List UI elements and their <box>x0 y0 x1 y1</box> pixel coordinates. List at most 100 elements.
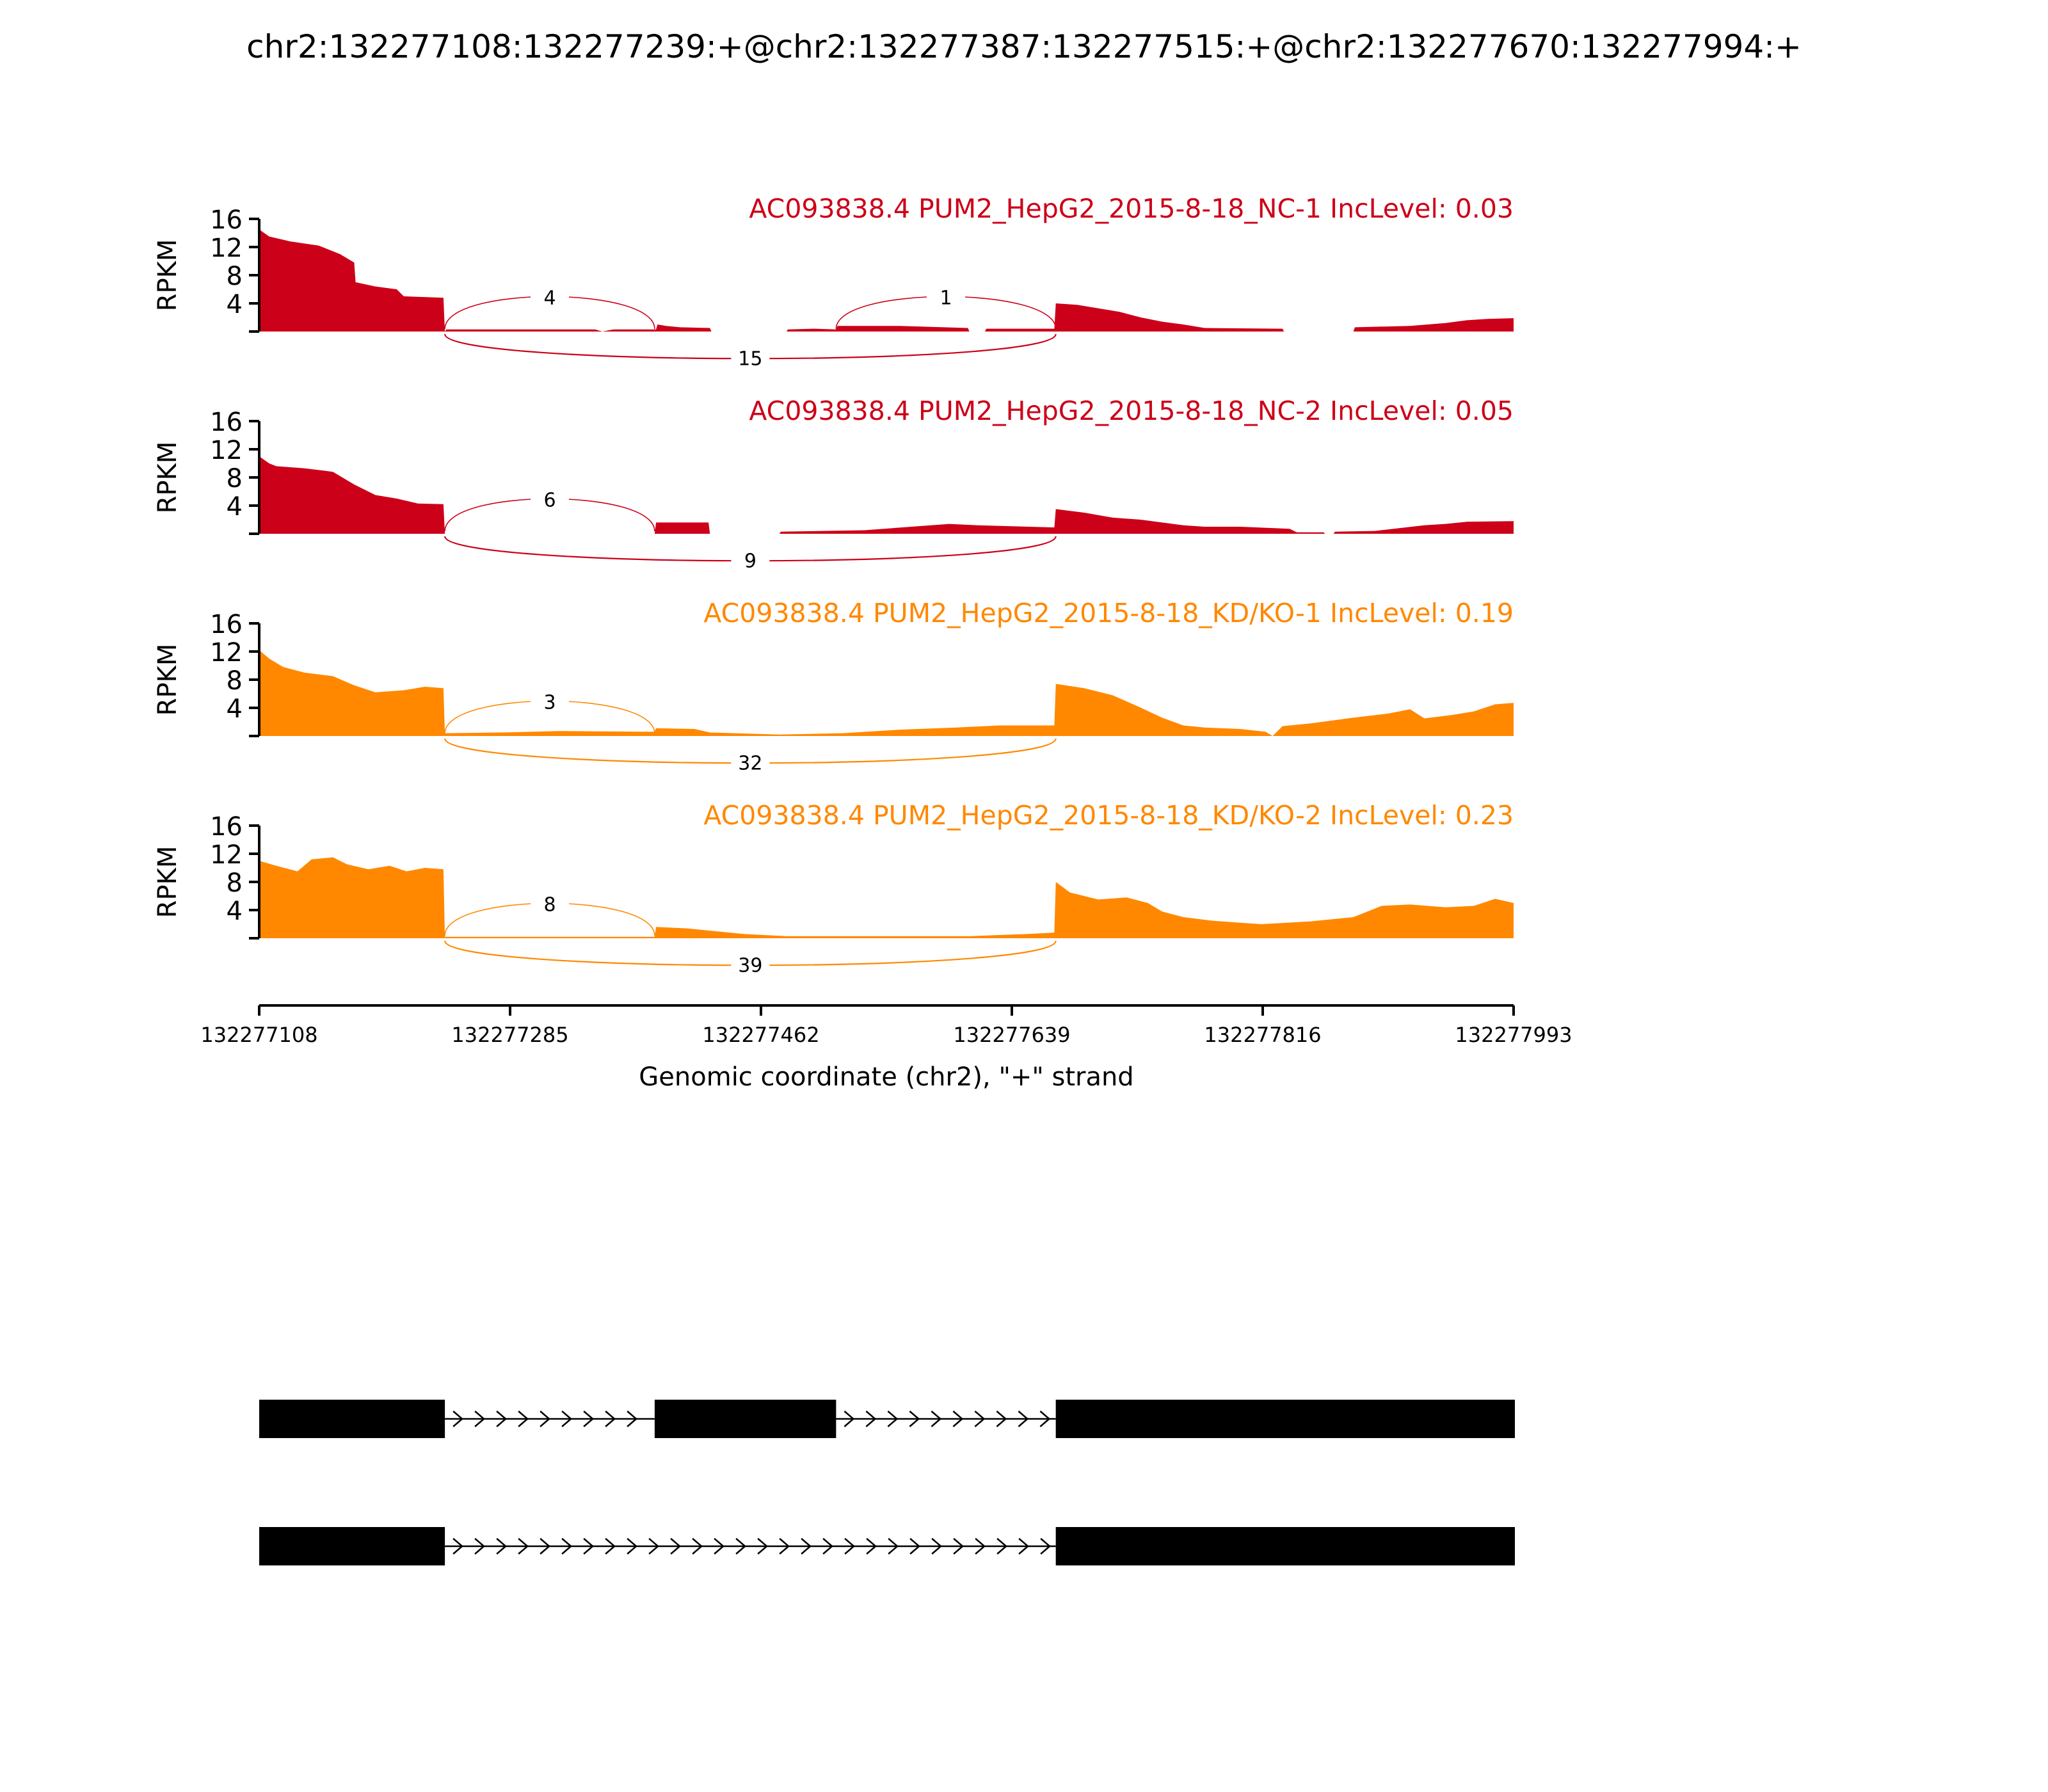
isoform-1 <box>259 1400 1515 1438</box>
coverage-area <box>259 857 1514 938</box>
y-tick-label: 4 <box>227 897 243 926</box>
track-label: AC093838.4 PUM2_HepG2_2015-8-18_KD/KO-1 … <box>703 598 1514 628</box>
strand-arrow-icon <box>474 1411 486 1427</box>
coverage-area <box>259 456 1514 534</box>
strand-arrow-icon <box>474 1538 486 1555</box>
strand-arrow-icon <box>627 1538 638 1555</box>
y-tick-label: 8 <box>227 262 243 291</box>
strand-arrow-icon <box>605 1538 616 1555</box>
strand-arrow-icon <box>801 1538 812 1555</box>
strand-arrow-icon <box>561 1411 573 1427</box>
coverage-area <box>259 650 1514 736</box>
junction-count: 39 <box>738 954 762 977</box>
strand-arrow-icon <box>735 1538 747 1555</box>
strand-arrow-icon <box>540 1411 551 1427</box>
strand-arrow-icon <box>605 1411 616 1427</box>
strand-arrow-icon <box>518 1411 529 1427</box>
y-tick-label: 12 <box>210 840 243 870</box>
y-axis-label: RPKM <box>153 644 182 716</box>
y-tick-label: 4 <box>227 492 243 522</box>
junction-count: 9 <box>744 550 756 572</box>
strand-arrow-icon <box>866 1538 877 1555</box>
junction-count: 32 <box>738 752 762 774</box>
y-tick-label: 12 <box>210 234 243 263</box>
y-tick-label: 12 <box>210 436 243 465</box>
strand-arrow-icon <box>496 1538 508 1555</box>
strand-arrow-icon <box>518 1538 529 1555</box>
y-axis-label: RPKM <box>153 846 182 918</box>
strand-arrow-icon <box>996 1411 1007 1427</box>
strand-arrow-icon <box>540 1538 551 1555</box>
track-label: AC093838.4 PUM2_HepG2_2015-8-18_NC-1 Inc… <box>749 193 1514 224</box>
y-tick-label: 16 <box>210 205 243 235</box>
strand-arrow-icon <box>865 1411 877 1427</box>
junction-count: 6 <box>543 489 556 511</box>
chart-title: chr2:132277108:132277239:+@chr2:13227738… <box>246 28 1802 65</box>
y-tick-label: 12 <box>210 638 243 668</box>
strand-arrow-icon <box>779 1538 790 1555</box>
exon-block <box>259 1400 445 1438</box>
y-tick-label: 8 <box>227 666 243 696</box>
strand-arrow-icon <box>692 1538 703 1555</box>
strand-arrow-icon <box>909 1538 921 1555</box>
strand-arrow-icon <box>996 1538 1008 1555</box>
strand-arrow-icon <box>670 1538 682 1555</box>
junction-count-bg <box>731 952 770 977</box>
x-tick-label: 132277462 <box>702 1023 819 1047</box>
junction-count-bg <box>731 547 770 572</box>
y-tick-label: 16 <box>210 408 243 437</box>
strand-arrow-icon <box>1039 1411 1051 1427</box>
x-tick-label: 132277108 <box>200 1023 317 1047</box>
junction-count: 3 <box>543 691 556 714</box>
strand-arrow-icon <box>1018 1411 1029 1427</box>
exon-block <box>1055 1527 1515 1565</box>
x-tick-label: 132277993 <box>1455 1023 1572 1047</box>
y-tick-label: 4 <box>227 694 243 724</box>
strand-arrow-icon <box>974 1411 986 1427</box>
track-label: AC093838.4 PUM2_HepG2_2015-8-18_NC-2 Inc… <box>749 396 1514 426</box>
junction-count: 15 <box>738 348 762 370</box>
strand-arrow-icon <box>561 1538 573 1555</box>
strand-arrow-icon <box>452 1538 464 1555</box>
junction-count-bg <box>531 284 570 309</box>
exon-block <box>259 1527 445 1565</box>
exon-block <box>654 1400 836 1438</box>
strand-arrow-icon <box>953 1538 964 1555</box>
junction-count-bg <box>927 284 966 309</box>
strand-arrow-icon <box>1018 1538 1030 1555</box>
strand-arrow-icon <box>931 1538 943 1555</box>
isoform-structures <box>259 1400 1515 1565</box>
junction-count-bg <box>531 689 570 714</box>
strand-arrow-icon <box>1040 1538 1052 1555</box>
y-tick-label: 16 <box>210 812 243 842</box>
strand-arrow-icon <box>952 1411 964 1427</box>
y-axis-label: RPKM <box>153 239 182 312</box>
strand-arrow-icon <box>648 1538 660 1555</box>
strand-arrow-icon <box>888 1538 899 1555</box>
y-tick-label: 8 <box>227 464 243 493</box>
strand-arrow-icon <box>583 1538 595 1555</box>
strand-arrow-icon <box>452 1411 464 1427</box>
x-axis-label: Genomic coordinate (chr2), "+" strand <box>639 1062 1133 1092</box>
junction-count-bg <box>531 891 570 916</box>
strand-arrow-icon <box>909 1411 920 1427</box>
junction-count-bg <box>731 749 770 774</box>
junction-count: 1 <box>940 287 952 309</box>
x-tick-label: 132277816 <box>1204 1023 1321 1047</box>
junction-count: 4 <box>543 287 556 309</box>
y-tick-label: 4 <box>227 290 243 319</box>
strand-arrow-icon <box>496 1411 508 1427</box>
strand-arrow-icon <box>844 1538 856 1555</box>
junction-count-bg <box>731 345 770 370</box>
isoform-2 <box>259 1527 1515 1565</box>
x-tick-label: 132277285 <box>451 1023 568 1047</box>
y-tick-label: 8 <box>227 868 243 898</box>
strand-arrow-icon <box>844 1411 855 1427</box>
track-label: AC093838.4 PUM2_HepG2_2015-8-18_KD/KO-2 … <box>703 800 1514 831</box>
strand-arrow-icon <box>583 1411 595 1427</box>
